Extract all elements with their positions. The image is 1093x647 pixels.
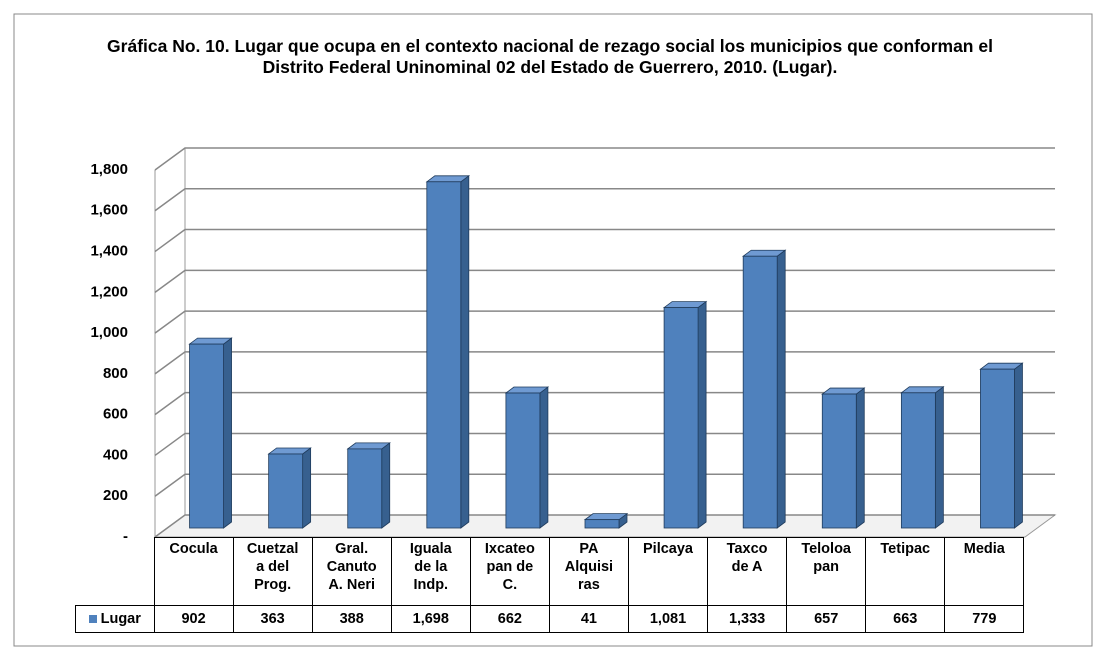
category-label: Cuetzal a del Prog. xyxy=(232,537,313,606)
bar-side xyxy=(697,300,707,529)
bar xyxy=(267,447,312,529)
category-label: Ixcateo pan de C. xyxy=(469,537,550,606)
bar-side xyxy=(223,337,232,529)
y-tick-label: 400 xyxy=(103,446,128,463)
y-tick-label: 1,600 xyxy=(90,202,128,219)
bar-front xyxy=(584,519,620,529)
grid-line xyxy=(154,269,1055,293)
bar-top xyxy=(583,513,629,521)
bar-side xyxy=(1014,362,1023,529)
bar-top xyxy=(425,175,471,183)
category-label: Tetipac xyxy=(865,537,946,606)
bar-side xyxy=(460,174,470,529)
bar-top xyxy=(188,337,233,345)
value-label: 902 xyxy=(153,605,234,633)
category-label: Media xyxy=(944,537,1025,606)
bar-front xyxy=(505,392,541,529)
y-tick-label: - xyxy=(123,528,128,545)
value-row: Lugar 902 363 388 1,698 662 41 1,081 1,333 657 663… xyxy=(75,605,1025,633)
grid-line xyxy=(154,188,1055,212)
bar-front xyxy=(742,255,778,529)
value-label: 41 xyxy=(548,605,629,633)
value-label: 388 xyxy=(311,605,392,633)
category-label: Cocula xyxy=(153,537,234,606)
category-label: Iguala de la Indp. xyxy=(390,537,471,606)
bar-top xyxy=(900,386,945,394)
bar-side xyxy=(381,442,391,529)
bar xyxy=(979,362,1024,529)
category-label: Teloloa pan xyxy=(786,537,867,606)
bar-front xyxy=(900,392,936,529)
legend-key xyxy=(88,615,97,623)
bar-side xyxy=(934,386,944,529)
bar-side xyxy=(539,386,549,529)
category-row: Cocula Cuetzal a del Prog. Gral. Canuto A.… xyxy=(75,537,1025,606)
grid-line xyxy=(154,351,1055,375)
bar-front xyxy=(268,453,304,529)
y-tick-label: 1,000 xyxy=(90,324,128,341)
bar xyxy=(741,249,787,529)
bar-top xyxy=(346,442,391,450)
bar xyxy=(821,387,866,529)
y-tick-label: 1,800 xyxy=(90,161,128,178)
y-tick-label: 800 xyxy=(103,365,128,382)
legend-cell: Lugar xyxy=(75,605,155,633)
grid-line xyxy=(154,228,1055,253)
bar xyxy=(188,337,233,529)
value-label: 657 xyxy=(786,605,867,633)
bar-side xyxy=(302,447,312,529)
value-label: 779 xyxy=(944,605,1025,633)
y-tick-label: 1,400 xyxy=(90,243,128,260)
value-label: 363 xyxy=(232,605,313,633)
bar-top xyxy=(821,387,866,395)
value-label: 662 xyxy=(469,605,550,633)
data-table: Cocula Cuetzal a del Prog. Gral. Canuto A.… xyxy=(75,537,1025,633)
category-label: Pilcaya xyxy=(627,537,709,606)
bar-top xyxy=(979,362,1024,370)
corner-cell xyxy=(75,537,155,606)
y-tick-label: 1,200 xyxy=(90,283,128,300)
value-label: 1,333 xyxy=(707,605,788,633)
category-label: Gral. Canuto A. Neri xyxy=(311,537,392,606)
category-label: PA Alquisi ras xyxy=(548,537,629,606)
value-label: 1,081 xyxy=(627,605,709,633)
bar-front xyxy=(821,393,857,529)
bar xyxy=(583,512,629,529)
bar-front xyxy=(189,343,224,529)
bar-top xyxy=(741,249,787,257)
bar xyxy=(900,386,945,529)
bar-top xyxy=(504,386,550,394)
bar-top xyxy=(267,447,312,455)
chart-title: Gráfica No. 10. Lugar que ocupa en el co… xyxy=(107,36,993,77)
value-label: 1,698 xyxy=(390,605,471,633)
value-label: 663 xyxy=(865,605,946,633)
grid-line xyxy=(154,147,1055,171)
frame xyxy=(13,13,1093,647)
bar-front xyxy=(980,368,1015,529)
bar xyxy=(662,300,708,529)
bar xyxy=(425,174,471,529)
bar-side xyxy=(855,387,865,529)
bar xyxy=(346,442,391,529)
y-tick-label: 600 xyxy=(103,406,128,423)
y-tick-label: 200 xyxy=(103,487,128,504)
bar xyxy=(504,386,550,529)
grid-line xyxy=(154,310,1055,334)
bar-front xyxy=(663,307,699,529)
bar-side xyxy=(776,249,786,529)
category-label: Taxco de A xyxy=(707,537,788,606)
bar-top xyxy=(662,301,708,308)
bar-front xyxy=(426,181,462,529)
legend-label: Lugar xyxy=(100,611,141,627)
bar-front xyxy=(347,448,383,529)
